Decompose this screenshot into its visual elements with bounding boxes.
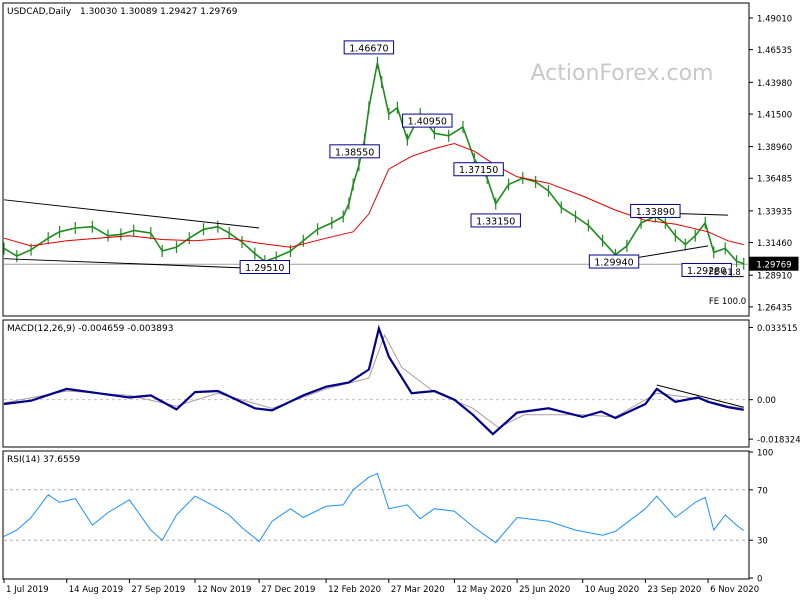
y-tick-label: -0.018324 <box>757 436 800 446</box>
price-annotation-box <box>470 213 521 228</box>
y-tick-label: 1.46535 <box>757 46 792 56</box>
trend-line <box>3 258 270 270</box>
x-tick-label: 1 Jul 2019 <box>6 585 49 595</box>
macd-panel-title: MACD(12,26,9) -0.004659 -0.003893 <box>7 324 173 334</box>
rsi-panel-title: RSI(14) 37.6559 <box>7 455 80 465</box>
last-price-label: 1.29769 <box>756 261 791 271</box>
fe-level-label: FE 61.8 <box>709 268 741 278</box>
x-tick-label: 23 Sep 2020 <box>647 585 701 595</box>
x-tick-label: 27 Sep 2019 <box>131 585 185 595</box>
y-tick-label: 70 <box>757 486 768 496</box>
y-tick-label: 0.033515 <box>757 324 798 334</box>
y-tick-label: 1.38960 <box>757 143 792 153</box>
y-tick-label: 1.36485 <box>757 175 792 185</box>
x-tick-label: 6 Nov 2020 <box>710 585 759 595</box>
fe-level-label: FE 100.0 <box>709 297 746 307</box>
price-annotation-label: 1.40950 <box>408 117 447 128</box>
x-tick-label: 14 Aug 2019 <box>69 585 123 595</box>
price-annotation-box <box>588 254 640 269</box>
x-tick-label: 12 Nov 2019 <box>197 585 251 595</box>
y-tick-label: 1.28910 <box>757 272 792 282</box>
trend-line <box>3 199 260 229</box>
price-annotation-box <box>453 162 504 177</box>
x-tick-label: 27 Mar 2020 <box>391 585 445 595</box>
price-annotation-label: 1.38550 <box>335 147 374 158</box>
y-tick-label: 1.26435 <box>757 303 792 313</box>
y-tick-label: 0 <box>757 575 762 585</box>
price-annotation-label: 1.29280 <box>687 266 726 277</box>
y-tick-label: 1.31460 <box>757 239 792 249</box>
last-price-tag <box>749 256 799 271</box>
y-tick-label: 0.00 <box>757 396 776 406</box>
price-annotation-box <box>239 260 291 275</box>
price-annotation-label: 1.33890 <box>636 207 675 218</box>
price-panel-title: USDCAD,Daily <box>7 7 72 17</box>
price-panel-frame <box>2 2 750 317</box>
price-annotation-label: 1.29940 <box>594 258 633 269</box>
y-tick-label: 1.41500 <box>757 111 792 121</box>
x-tick-label: 25 Jun 2020 <box>519 585 570 595</box>
y-tick-label: 1.49010 <box>757 14 792 24</box>
y-tick-label: 1.43980 <box>757 79 792 89</box>
trend-line <box>656 384 744 408</box>
price-series-line <box>3 62 744 265</box>
macd-panel-frame <box>2 319 750 448</box>
x-tick-label: 12 May 2020 <box>456 585 511 595</box>
x-tick-label: 12 Feb 2020 <box>328 585 381 595</box>
price-annotation-box <box>402 113 453 128</box>
price-annotation-label: 1.46670 <box>349 43 388 54</box>
ohlc-readout: 1.30030 1.30089 1.29427 1.29769 <box>80 7 238 17</box>
price-annotation-label: 1.37150 <box>459 165 498 176</box>
price-annotation-box <box>329 144 380 159</box>
price-annotation-box <box>630 203 681 218</box>
rsi-panel-frame <box>2 450 750 580</box>
watermark: ActionForex.com <box>531 61 714 86</box>
price-annotation-label: 1.29510 <box>245 263 284 274</box>
price-annotation-box <box>681 262 732 277</box>
x-tick-label: 27 Dec 2019 <box>261 585 315 595</box>
y-tick-label: 1.33935 <box>757 207 792 217</box>
macd-line <box>3 324 744 436</box>
price-annotation-label: 1.33150 <box>476 216 515 227</box>
x-tick-label: 10 Aug 2020 <box>585 585 639 595</box>
price-annotation-box <box>343 40 395 55</box>
y-tick-label: 100 <box>757 449 773 459</box>
rsi-line <box>3 472 745 544</box>
y-tick-label: 30 <box>757 537 768 547</box>
